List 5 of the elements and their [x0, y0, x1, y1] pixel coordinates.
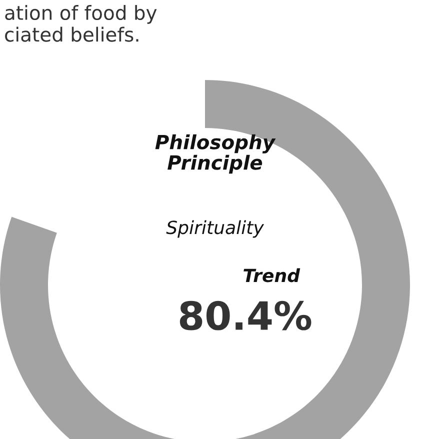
text: Trend [244, 268, 300, 282]
data-label: 80.4% [180, 300, 312, 330]
chart-title: ation of food by ciated beliefs. [5, 5, 157, 42]
text: Philosophy Principle [155, 134, 276, 174]
text: Spirituality [166, 220, 264, 238]
